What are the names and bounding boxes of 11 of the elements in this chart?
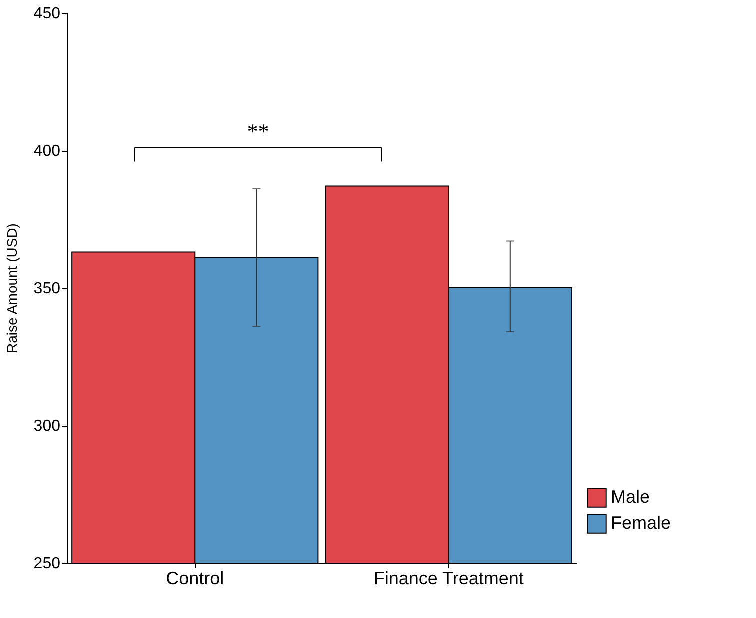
y-axis-title: Raise Amount (USD) xyxy=(4,224,20,354)
annotation: ** xyxy=(247,118,270,144)
y-tick-label: 400 xyxy=(34,143,61,160)
legend-label: Male xyxy=(611,487,650,507)
x-tick-label: Control xyxy=(166,568,224,588)
x-tick-label: Finance Treatment xyxy=(374,568,524,588)
y-tick-label: 350 xyxy=(34,280,61,298)
y-tick-label: 300 xyxy=(34,418,61,435)
y-tick-label: 250 xyxy=(34,556,61,572)
y-tick-label: 450 xyxy=(34,6,61,22)
legend-label: Female xyxy=(611,513,672,533)
